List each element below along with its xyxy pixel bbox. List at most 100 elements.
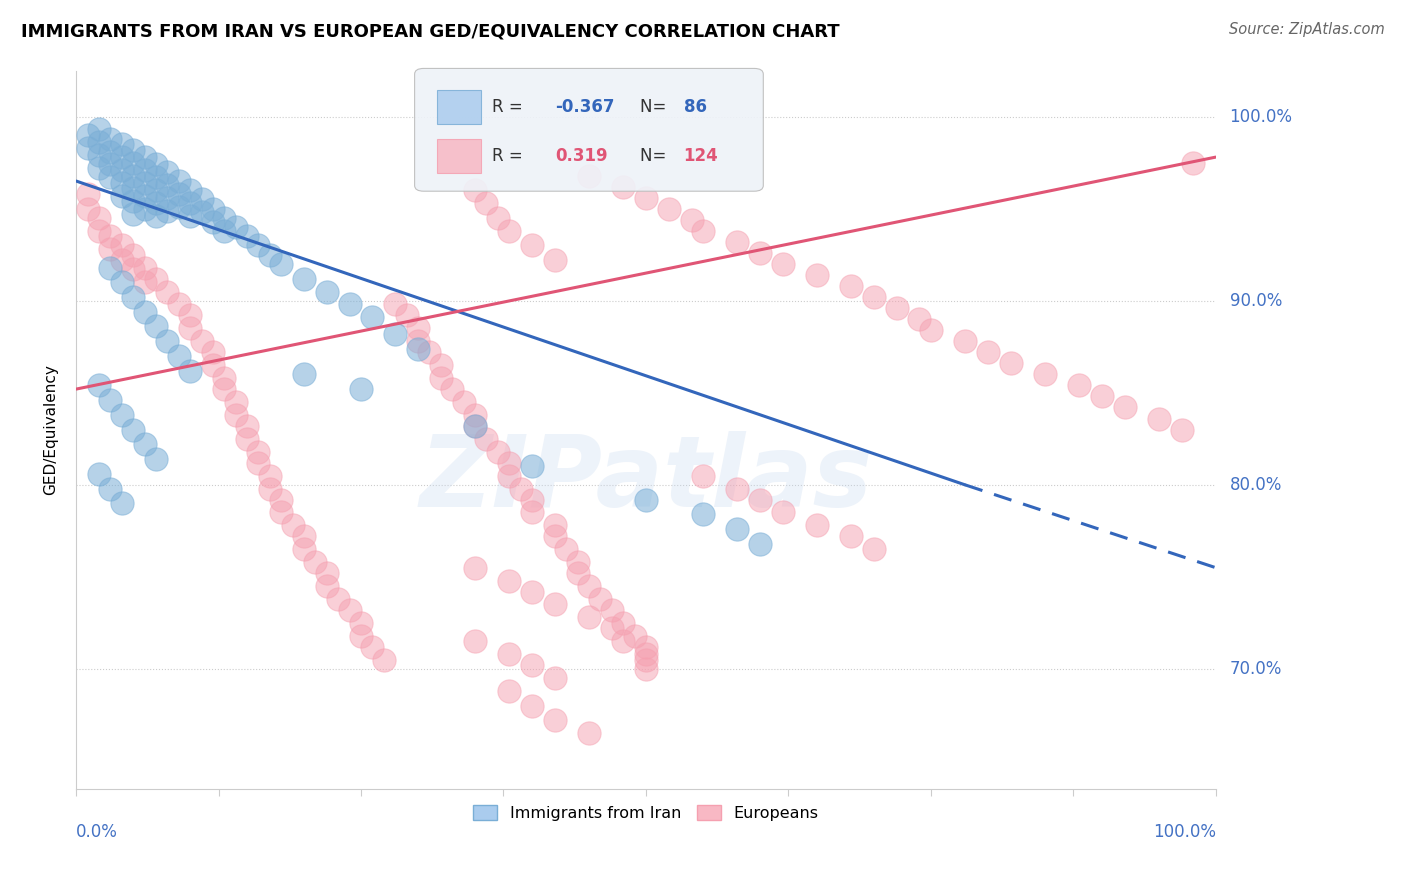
Point [339,603,361,617]
Point [464,408,486,422]
Point [122,155,145,169]
Point [134,202,156,216]
Point [464,418,486,433]
Point [247,444,270,458]
Point [634,492,657,507]
Point [134,260,156,275]
Point [1067,378,1090,392]
Point [692,508,714,522]
Point [839,279,862,293]
Point [145,319,167,334]
Point [520,658,543,673]
Point [350,382,373,396]
Point [270,492,292,507]
Point [87,148,110,162]
Point [111,150,134,164]
Point [520,584,543,599]
Point [384,326,406,341]
Point [76,202,98,216]
Point [98,229,121,244]
Point [156,191,179,205]
Text: R =: R = [492,147,529,165]
Point [145,209,167,223]
FancyBboxPatch shape [415,69,763,191]
Text: IMMIGRANTS FROM IRAN VS EUROPEAN GED/EQUIVALENCY CORRELATION CHART: IMMIGRANTS FROM IRAN VS EUROPEAN GED/EQU… [21,22,839,40]
Point [225,395,247,409]
Point [748,537,770,551]
Point [236,229,259,244]
Text: N=: N= [640,147,672,165]
Point [886,301,908,315]
Point [418,345,440,359]
Point [612,615,634,630]
Point [464,634,486,648]
Point [236,432,259,446]
Point [498,574,520,588]
Point [179,364,201,378]
Text: ZIPatlas: ZIPatlas [419,432,873,528]
Point [201,345,224,359]
Point [578,610,600,624]
Point [806,518,828,533]
Point [179,196,201,211]
Point [953,334,976,349]
Point [214,382,236,396]
Point [145,183,167,197]
Point [464,560,486,574]
Point [156,178,179,192]
Point [441,382,464,396]
Point [214,211,236,225]
Point [908,312,931,326]
Point [567,566,589,581]
Point [1000,356,1022,370]
Point [201,358,224,372]
Point [863,290,886,304]
Point [259,248,281,262]
Point [122,262,145,277]
Point [134,150,156,164]
Point [544,518,567,533]
Point [772,257,794,271]
Point [87,161,110,176]
Point [122,207,145,221]
Text: Source: ZipAtlas.com: Source: ZipAtlas.com [1229,22,1385,37]
Point [225,220,247,235]
Point [111,408,134,422]
Point [76,128,98,142]
Point [692,468,714,483]
Point [292,271,315,285]
Point [361,640,384,654]
Point [87,378,110,392]
Point [247,456,270,470]
Point [839,529,862,543]
Point [600,603,623,617]
Point [134,188,156,202]
Text: R =: R = [492,98,529,116]
Point [179,309,201,323]
Text: 90.0%: 90.0% [1230,292,1282,310]
Point [920,323,942,337]
Text: -0.367: -0.367 [555,98,614,116]
Point [111,163,134,178]
Point [145,196,167,211]
Point [1147,411,1170,425]
Point [520,238,543,252]
Point [863,542,886,557]
Point [453,395,475,409]
Point [772,505,794,519]
Text: 86: 86 [683,98,707,116]
Point [498,684,520,698]
Point [259,482,281,496]
Point [658,202,681,216]
Point [134,163,156,178]
Point [384,297,406,311]
Point [179,321,201,335]
Point [122,290,145,304]
Point [589,591,612,606]
Point [134,305,156,319]
Point [498,468,520,483]
Point [748,245,770,260]
Point [214,224,236,238]
Point [464,183,486,197]
Point [259,468,281,483]
